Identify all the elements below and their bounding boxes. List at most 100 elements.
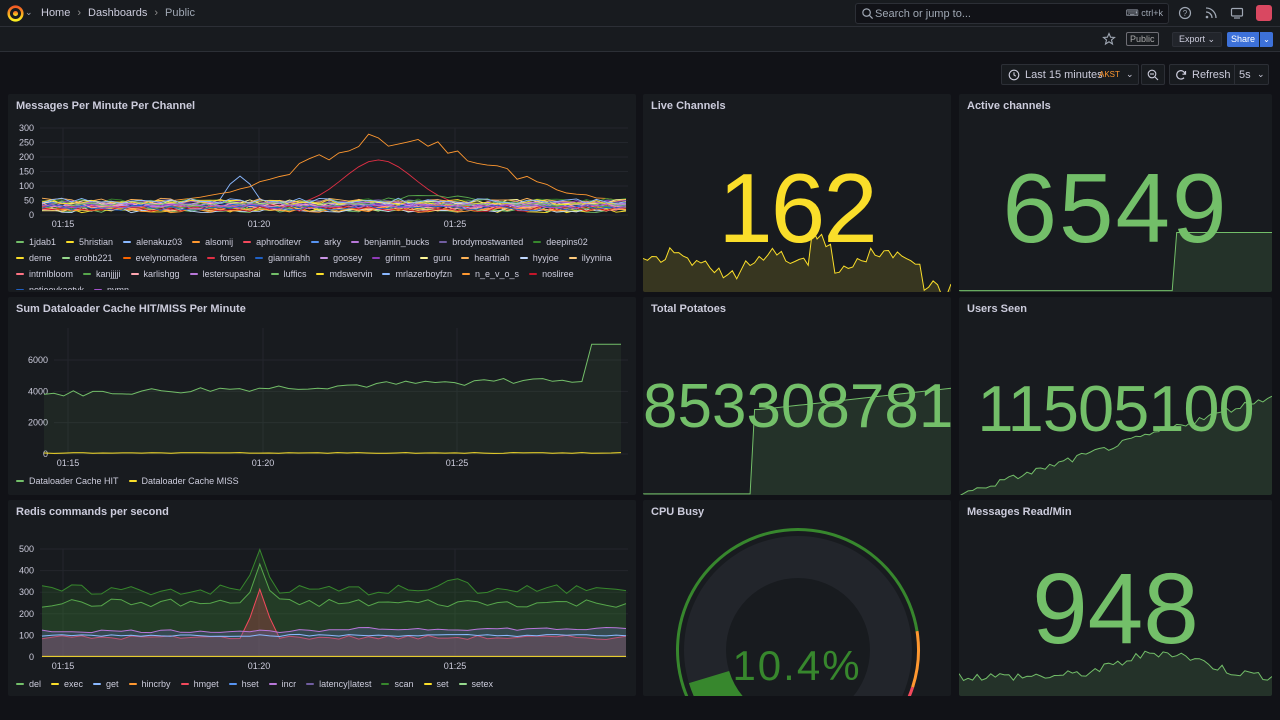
legend-item[interactable]: scan bbox=[381, 678, 414, 689]
legend-item[interactable]: mdswervin bbox=[316, 268, 372, 279]
panel-title[interactable]: Sum Dataloader Cache HIT/MISS Per Minute bbox=[16, 303, 246, 315]
legend-item[interactable]: arky bbox=[311, 236, 341, 247]
legend-item[interactable]: 5hristian bbox=[66, 236, 113, 247]
legend-item[interactable]: lestersupashai bbox=[189, 268, 261, 279]
legend-item[interactable]: benjamin_bucks bbox=[351, 236, 429, 247]
legend-item[interactable]: luffics bbox=[270, 268, 306, 279]
export-button[interactable]: Export ⌄ bbox=[1172, 32, 1223, 47]
search-input[interactable]: Search or jump to... ⌨ ctrl+k bbox=[855, 3, 1169, 24]
panel-title[interactable]: Users Seen bbox=[967, 303, 1027, 315]
help-icon[interactable]: ? bbox=[1178, 6, 1192, 20]
legend-item[interactable]: setex bbox=[458, 678, 493, 689]
legend-item[interactable]: n_e_v_o_s bbox=[462, 268, 519, 279]
legend-item[interactable]: notjoeykaotyk bbox=[16, 284, 84, 290]
zoom-out-button[interactable] bbox=[1141, 64, 1165, 85]
series-line bbox=[41, 626, 627, 634]
legend-swatch bbox=[420, 256, 429, 259]
legend-swatch bbox=[228, 682, 237, 685]
panel-title[interactable]: Total Potatoes bbox=[651, 303, 726, 315]
legend-label: hyyjoe bbox=[532, 252, 559, 263]
series-line bbox=[41, 201, 627, 208]
share-button[interactable]: Share bbox=[1227, 32, 1259, 47]
grafana-logo-icon[interactable] bbox=[7, 5, 24, 22]
messages-per-minute-chart[interactable]: 300 250 200 150 100 50 0 01:15 01:20 01:25 bbox=[8, 118, 636, 230]
legend-item[interactable]: hmget bbox=[180, 678, 219, 689]
legend-item[interactable]: incr bbox=[268, 678, 296, 689]
clock-icon bbox=[1008, 69, 1020, 81]
legend-item[interactable]: deme bbox=[16, 252, 52, 263]
redis-commands-chart[interactable]: 500 400 300 200 100 0 01:15 01:20 01:25 bbox=[8, 536, 636, 676]
breadcrumb-separator-icon: › bbox=[154, 7, 159, 19]
panel-redis-commands: Redis commands per second 500 400 300 200 10… bbox=[8, 500, 636, 696]
panel-title[interactable]: Messages Read/Min bbox=[967, 506, 1072, 518]
legend-item[interactable]: Dataloader Cache HIT bbox=[16, 475, 119, 486]
news-icon[interactable] bbox=[1204, 6, 1218, 20]
refresh-interval[interactable]: 5s bbox=[1239, 69, 1251, 81]
legend-item[interactable]: goosey bbox=[320, 252, 362, 263]
y-tick-label: 200 bbox=[19, 152, 34, 162]
breadcrumb-dashboards[interactable]: Dashboards bbox=[88, 7, 148, 19]
dashboard-toolbar: Public Export ⌄ Share ⌄ bbox=[0, 27, 1280, 52]
legend-swatch bbox=[316, 272, 325, 275]
tv-mode-icon[interactable] bbox=[1230, 6, 1244, 20]
legend-label: erobb221 bbox=[74, 252, 113, 263]
user-avatar[interactable] bbox=[1256, 5, 1272, 21]
panel-title[interactable]: Redis commands per second bbox=[16, 506, 169, 518]
legend-item[interactable]: nosliree bbox=[529, 268, 574, 279]
legend-swatch bbox=[16, 272, 24, 275]
legend-item[interactable]: mrlazerboyfzn bbox=[382, 268, 452, 279]
legend-label: alsomij bbox=[205, 236, 234, 247]
legend-item[interactable]: erobb221 bbox=[61, 252, 113, 263]
legend-item[interactable]: del bbox=[16, 678, 41, 689]
legend-item[interactable]: 1jdab1 bbox=[16, 236, 56, 247]
legend-item[interactable]: guru bbox=[420, 252, 451, 263]
share-options-button[interactable]: ⌄ bbox=[1260, 32, 1273, 47]
legend-label: lestersupashai bbox=[202, 268, 261, 279]
legend-label: heartriah bbox=[474, 252, 510, 263]
panel-title[interactable]: Messages Per Minute Per Channel bbox=[16, 100, 196, 112]
panel-title[interactable]: Active channels bbox=[967, 100, 1051, 112]
y-tick-label: 100 bbox=[19, 181, 34, 191]
legend-item[interactable]: heartriah bbox=[461, 252, 510, 263]
legend-item[interactable]: giannirahh bbox=[255, 252, 310, 263]
legend-item[interactable]: latency|latest bbox=[306, 678, 371, 689]
legend-item[interactable]: nymn bbox=[94, 284, 129, 290]
chevron-down-icon[interactable]: ⌄ bbox=[25, 7, 33, 17]
legend-item[interactable]: set bbox=[423, 678, 449, 689]
dataloader-chart[interactable]: 6000 4000 2000 0 01:15 01:20 01:25 bbox=[8, 325, 636, 475]
legend-item[interactable]: hincrby bbox=[128, 678, 171, 689]
stat-value: 11505100 bbox=[977, 372, 1254, 445]
series-line bbox=[41, 199, 627, 205]
legend-item[interactable]: karlishgg bbox=[130, 268, 180, 279]
panel-title[interactable]: Live Channels bbox=[651, 100, 726, 112]
breadcrumb-home[interactable]: Home bbox=[41, 7, 71, 19]
series-area bbox=[959, 651, 1272, 696]
panel-title[interactable]: CPU Busy bbox=[651, 506, 705, 518]
legend-item[interactable]: intrnlbloom bbox=[16, 268, 73, 279]
chart-legend: del exec get hincrby hmget hset incr latency|la… bbox=[16, 678, 628, 692]
legend-item[interactable]: exec bbox=[51, 678, 83, 689]
y-tick-label: 500 bbox=[19, 544, 34, 554]
legend-label: deme bbox=[29, 252, 52, 263]
star-icon[interactable] bbox=[1102, 32, 1116, 46]
legend-item[interactable]: grimm bbox=[372, 252, 410, 263]
refresh-button[interactable]: Refresh 5s ⌄ bbox=[1169, 64, 1269, 85]
panel-total-potatoes: Total Potatoes 853308781 bbox=[643, 297, 951, 495]
legend-label: exec bbox=[64, 678, 84, 689]
legend-item[interactable]: alenakuz03 bbox=[123, 236, 182, 247]
legend-item[interactable]: aphroditevr bbox=[243, 236, 301, 247]
legend-item[interactable]: Dataloader Cache MISS bbox=[128, 475, 239, 486]
legend-swatch bbox=[61, 256, 70, 259]
legend-item[interactable]: deepins02 bbox=[533, 236, 588, 247]
legend-swatch bbox=[51, 682, 60, 685]
legend-item[interactable]: get bbox=[93, 678, 119, 689]
legend-item[interactable]: forsen bbox=[207, 252, 245, 263]
legend-item[interactable]: ilyynina bbox=[568, 252, 612, 263]
legend-item[interactable]: kanjjjji bbox=[83, 268, 121, 279]
legend-item[interactable]: evelynomadera bbox=[122, 252, 197, 263]
legend-item[interactable]: hyyjoe bbox=[519, 252, 559, 263]
time-range-picker[interactable]: Last 15 minutes AKST ⌄ bbox=[1001, 64, 1139, 85]
legend-item[interactable]: brodymostwanted bbox=[439, 236, 523, 247]
legend-item[interactable]: alsomij bbox=[192, 236, 233, 247]
legend-item[interactable]: hset bbox=[228, 678, 259, 689]
